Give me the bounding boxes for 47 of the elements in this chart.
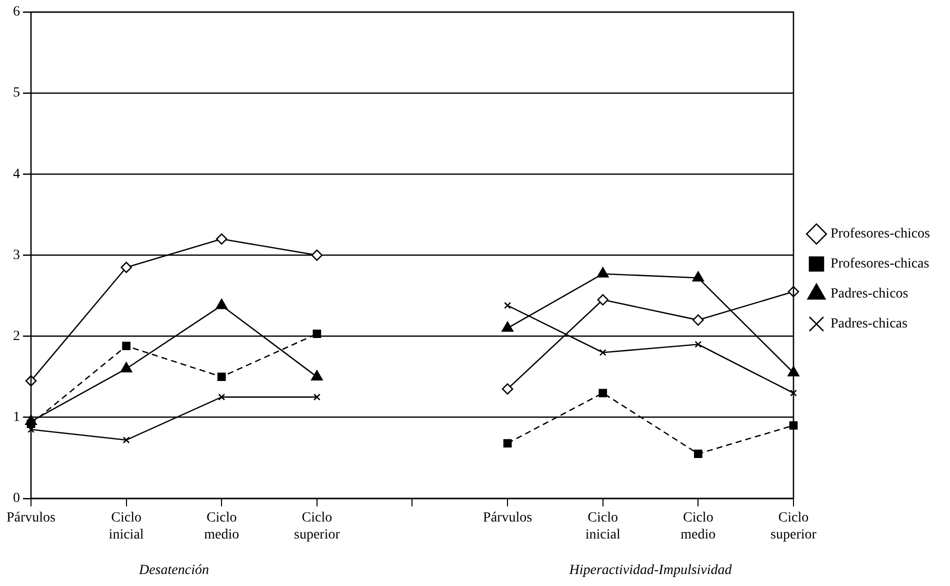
y-tick-label: 0 [13,491,20,506]
point [788,366,800,376]
point [790,390,797,396]
point [694,450,702,458]
x-tick-label: Ciclo medio [680,510,716,542]
text: Desatención [138,563,209,578]
point [597,294,609,306]
x-tick-label: Ciclo inicial [108,510,144,542]
point [692,314,704,326]
point [216,233,228,245]
x-tick-label: Párvulos [483,510,532,526]
x-tick-label: Ciclo medio [204,510,240,542]
legend-label: Padres-chicas [830,316,908,332]
x-tick-label: Ciclo superior [770,510,817,542]
y-tick-label: 2 [13,328,20,344]
legend-label: Padres-chicos [830,286,908,302]
x-tick-label: Ciclo inicial [585,510,620,542]
x-tick-label: Párvulos [6,510,56,526]
point [502,383,514,395]
y-tick-label: 4 [13,166,20,182]
point [312,330,322,338]
point [311,370,323,380]
point [694,340,702,348]
point [504,302,512,309]
point [311,250,323,261]
x-tick-label: Ciclo superior [294,510,340,542]
point [218,394,226,401]
point [598,388,608,398]
point [502,322,514,332]
y-tick-label: 3 [13,248,20,263]
point [503,439,512,448]
y-tick-label: 1 [13,410,20,426]
point [122,436,130,444]
point [692,271,704,282]
text: Hiperactividad-Impulsividad [568,563,733,578]
point [120,362,132,372]
y-tick-label: 6 [13,4,20,20]
legend-label: Profesores-chicos [830,226,930,242]
y-tick-label: 5 [13,86,20,101]
legend-label: Profesores-chicas [830,256,930,272]
point [120,262,132,274]
point [216,298,228,310]
point [313,394,320,401]
point [599,349,606,356]
point [122,342,130,350]
point [217,372,226,381]
point [597,267,609,278]
